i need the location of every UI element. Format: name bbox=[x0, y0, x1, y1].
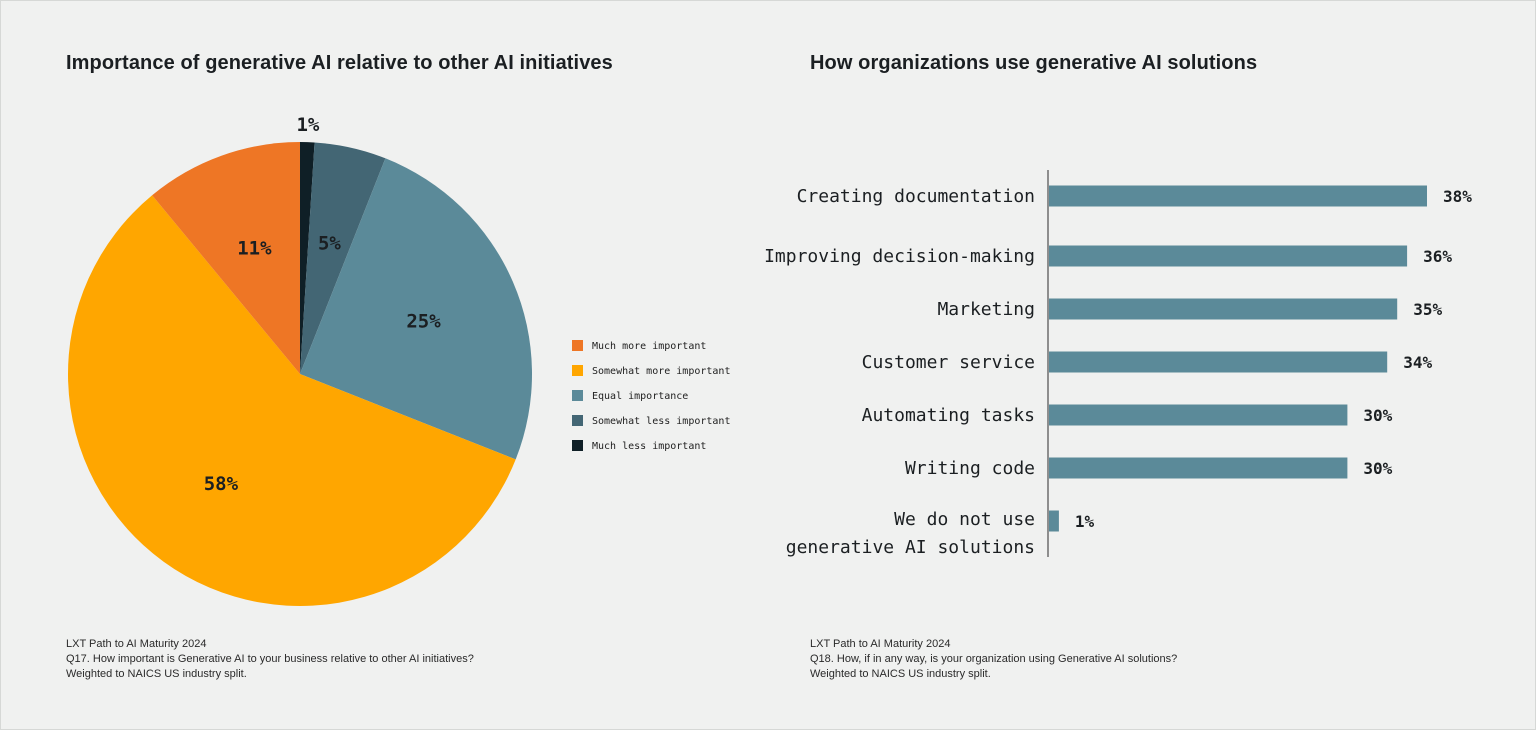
pie-source-note: LXT Path to AI Maturity 2024 Q17. How im… bbox=[66, 637, 474, 682]
pie-slice-equal-importance bbox=[300, 158, 532, 460]
legend-swatch bbox=[572, 440, 583, 451]
bar-value-label: 38% bbox=[1443, 187, 1472, 206]
question-line: Q17. How important is Generative AI to y… bbox=[66, 653, 474, 665]
bar-value-label: 36% bbox=[1423, 247, 1452, 266]
bar-category-label: Customer service bbox=[862, 352, 1035, 373]
bar-row-marketing: 35% Marketing bbox=[937, 298, 1442, 320]
legend-label: Equal importance bbox=[592, 391, 688, 402]
bar-category-label: Improving decision-making bbox=[764, 246, 1035, 267]
bar-row-customer-service: 34% Customer service bbox=[862, 351, 1432, 373]
bar-chart: 38% Creating documentation 36% Improving de… bbox=[764, 170, 1472, 558]
bar bbox=[1049, 245, 1408, 267]
source-line: LXT Path to AI Maturity 2024 bbox=[66, 638, 207, 650]
pie-slice-much-less-important bbox=[300, 142, 315, 374]
bar bbox=[1049, 457, 1348, 479]
pie-slice-somewhat-less-important bbox=[300, 142, 386, 374]
legend-swatch bbox=[572, 365, 583, 376]
bar-category-label: Writing code bbox=[905, 458, 1035, 479]
source-line: LXT Path to AI Maturity 2024 bbox=[810, 638, 951, 650]
weighting-line: Weighted to NAICS US industry split. bbox=[810, 668, 991, 680]
pie-slice-much-more-important bbox=[152, 142, 300, 374]
bar-value-label: 30% bbox=[1363, 406, 1392, 425]
pie-chart: 1% 5% 25% 58% 11% Much more important Somewha… bbox=[67, 114, 730, 607]
bar-value-label: 30% bbox=[1363, 459, 1392, 478]
bar-row-automating-tasks: 30% Automating tasks bbox=[862, 404, 1393, 426]
legend-item-much-more-important: Much more important bbox=[572, 340, 706, 352]
legend-label: Much more important bbox=[592, 341, 706, 352]
question-line: Q18. How, if in any way, is your organiz… bbox=[810, 653, 1178, 665]
pie-slice-label-somewhat-more-important: 58% bbox=[204, 473, 239, 495]
legend-item-equal-importance: Equal importance bbox=[572, 390, 688, 402]
bar bbox=[1049, 404, 1348, 426]
pie-slice-label-much-more-important: 11% bbox=[237, 237, 272, 259]
pie-slice-label-somewhat-less-important: 5% bbox=[318, 233, 341, 255]
bar bbox=[1049, 351, 1388, 373]
bar-row-we-do-not-use-generative-ai-solutions: 1% We do not use generative AI solutions bbox=[786, 509, 1095, 558]
bar bbox=[1049, 510, 1059, 532]
bar-category-label: generative AI solutions bbox=[786, 537, 1035, 558]
bar bbox=[1049, 185, 1427, 207]
bar-value-label: 1% bbox=[1075, 512, 1095, 531]
legend-item-somewhat-less-important: Somewhat less important bbox=[572, 415, 730, 427]
bar-value-label: 35% bbox=[1413, 300, 1442, 319]
pie-slice-somewhat-more-important bbox=[67, 195, 516, 607]
bar bbox=[1049, 298, 1398, 320]
bar-category-label: Creating documentation bbox=[797, 186, 1035, 207]
legend-item-somewhat-more-important: Somewhat more important bbox=[572, 365, 730, 377]
legend-swatch bbox=[572, 390, 583, 401]
legend-item-much-less-important: Much less important bbox=[572, 440, 706, 452]
bar-chart-title: How organizations use generative AI solu… bbox=[810, 52, 1258, 74]
bar-category-label: Marketing bbox=[937, 299, 1035, 320]
legend-label: Somewhat more important bbox=[592, 366, 730, 377]
legend-label: Somewhat less important bbox=[592, 416, 730, 427]
bar-category-label: We do not use bbox=[894, 509, 1035, 530]
bar-row-improving-decision-making: 36% Improving decision-making bbox=[764, 245, 1452, 267]
legend-swatch bbox=[572, 340, 583, 351]
legend-swatch bbox=[572, 415, 583, 426]
bar-source-note: LXT Path to AI Maturity 2024 Q18. How, i… bbox=[810, 637, 1177, 682]
pie-slice-label-equal-importance: 25% bbox=[406, 311, 441, 333]
legend-label: Much less important bbox=[592, 441, 706, 452]
pie-chart-title: Importance of generative AI relative to … bbox=[66, 52, 613, 74]
bar-category-label: Automating tasks bbox=[862, 405, 1035, 426]
pie-slice-label-much-less-important: 1% bbox=[296, 114, 319, 136]
bar-row-creating-documentation: 38% Creating documentation bbox=[797, 185, 1472, 207]
bar-value-label: 34% bbox=[1403, 353, 1432, 372]
bar-row-writing-code: 30% Writing code bbox=[905, 457, 1393, 479]
weighting-line: Weighted to NAICS US industry split. bbox=[66, 668, 247, 680]
